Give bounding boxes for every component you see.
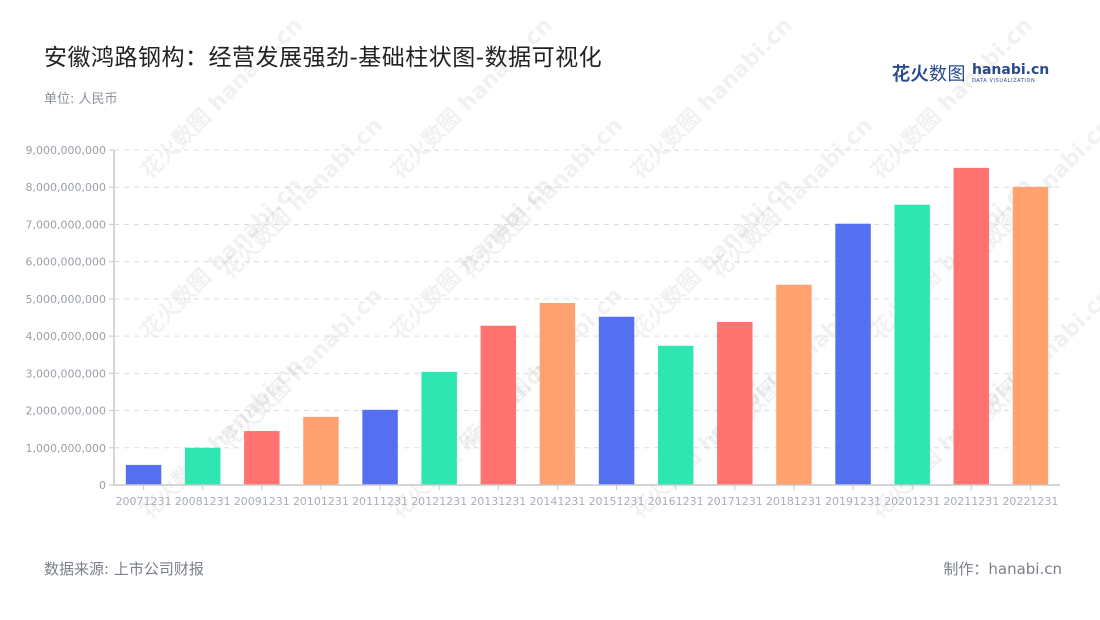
- watermark-text: 花火数图 hanabi.cn: [456, 112, 628, 284]
- x-tick-label: 20101231: [293, 495, 349, 508]
- data-source: 数据来源: 上市公司财报: [44, 560, 204, 578]
- watermark-text: 花火数图 hanabi.cn: [866, 172, 1038, 344]
- bars: [125, 167, 1049, 485]
- watermark-text: 花火数图 hanabi.cn: [216, 112, 388, 284]
- watermark-text: 花火数图 hanabi.cn: [866, 12, 1038, 184]
- watermark-text: 花火数图 hanabi.cn: [216, 282, 388, 454]
- bar[interactable]: [776, 284, 812, 485]
- y-tick-label: 1,000,000,000: [26, 442, 106, 455]
- bar[interactable]: [953, 167, 990, 485]
- x-tick-label: 20211231: [943, 495, 999, 508]
- bar[interactable]: [598, 316, 635, 485]
- x-tick-label: 20111231: [352, 495, 408, 508]
- x-axis: 20071231 20081231 20091231 20101231 20111231…: [114, 484, 1060, 508]
- x-tick-label: 20091231: [234, 495, 290, 508]
- x-tick-label: 20121231: [411, 495, 467, 508]
- bar[interactable]: [362, 409, 398, 485]
- x-tick-label: 20081231: [175, 495, 231, 508]
- logo-cn-text: 花火数图: [892, 60, 966, 86]
- bar[interactable]: [539, 302, 576, 485]
- logo-en-main: hanabi.cn: [972, 61, 1050, 78]
- x-tick-label: 20191231: [825, 495, 881, 508]
- watermark-text: 花火数图 hanabi.cn: [386, 12, 558, 184]
- x-tick-label: 20181231: [766, 495, 822, 508]
- watermark-text: 花火数图 hanabi.cn: [626, 172, 798, 344]
- maker-credit: 制作：hanabi.cn: [943, 560, 1062, 578]
- y-tick-label: 4,000,000,000: [26, 330, 106, 343]
- x-tick-label: 20151231: [589, 495, 645, 508]
- y-tick-label: 5,000,000,000: [26, 293, 106, 306]
- bar[interactable]: [657, 345, 694, 485]
- y-tick-label: 9,000,000,000: [26, 144, 106, 157]
- watermark-text: 花火数图 hanabi.cn: [626, 12, 798, 184]
- x-tick-label: 20161231: [648, 495, 704, 508]
- x-tick-label: 20171231: [707, 495, 763, 508]
- page-title: 安徽鸿路钢构：经营发展强劲-基础柱状图-数据可视化: [44, 45, 603, 71]
- y-tick-label: 3,000,000,000: [26, 367, 106, 380]
- x-tick-label: 20131231: [470, 495, 526, 508]
- bar[interactable]: [125, 464, 162, 485]
- bar[interactable]: [894, 204, 930, 485]
- y-tick-label: 8,000,000,000: [26, 181, 106, 194]
- y-tick-label: 6,000,000,000: [26, 256, 106, 269]
- x-tick-label: 20071231: [116, 495, 172, 508]
- watermark-text: 花火数图 hanabi.cn: [136, 172, 308, 344]
- bar[interactable]: [244, 431, 280, 485]
- bar[interactable]: [480, 325, 517, 485]
- bar[interactable]: [717, 321, 753, 485]
- watermark-text: 花火数图 hanabi.cn: [136, 12, 308, 184]
- logo-en-text: hanabi.cn DATA VISUALIZATION: [972, 63, 1049, 84]
- x-tick-label: 20221231: [1002, 495, 1058, 508]
- logo-cn-bold: 花火: [892, 64, 929, 85]
- bar[interactable]: [1012, 186, 1049, 485]
- brand-logo: 花火数图 hanabi.cn DATA VISUALIZATION: [892, 60, 1049, 86]
- y-tick-label: 7,000,000,000: [26, 218, 106, 231]
- x-tick-label: 20201231: [884, 495, 940, 508]
- bar[interactable]: [184, 447, 221, 485]
- y-tick-label: 2,000,000,000: [26, 405, 106, 418]
- y-axis: 0 1,000,000,000 2,000,000,000 3,000,000,000…: [26, 144, 115, 492]
- x-tick-label: 20141231: [529, 495, 585, 508]
- unit-label: 单位: 人民币: [44, 92, 118, 107]
- logo-cn-light: 数图: [929, 64, 966, 85]
- bar[interactable]: [421, 371, 457, 485]
- grid-lines: [114, 149, 1060, 449]
- bar[interactable]: [835, 223, 871, 485]
- bar[interactable]: [303, 416, 339, 485]
- logo-en-sub: DATA VISUALIZATION: [972, 77, 1036, 84]
- y-tick-label: 0: [99, 479, 106, 492]
